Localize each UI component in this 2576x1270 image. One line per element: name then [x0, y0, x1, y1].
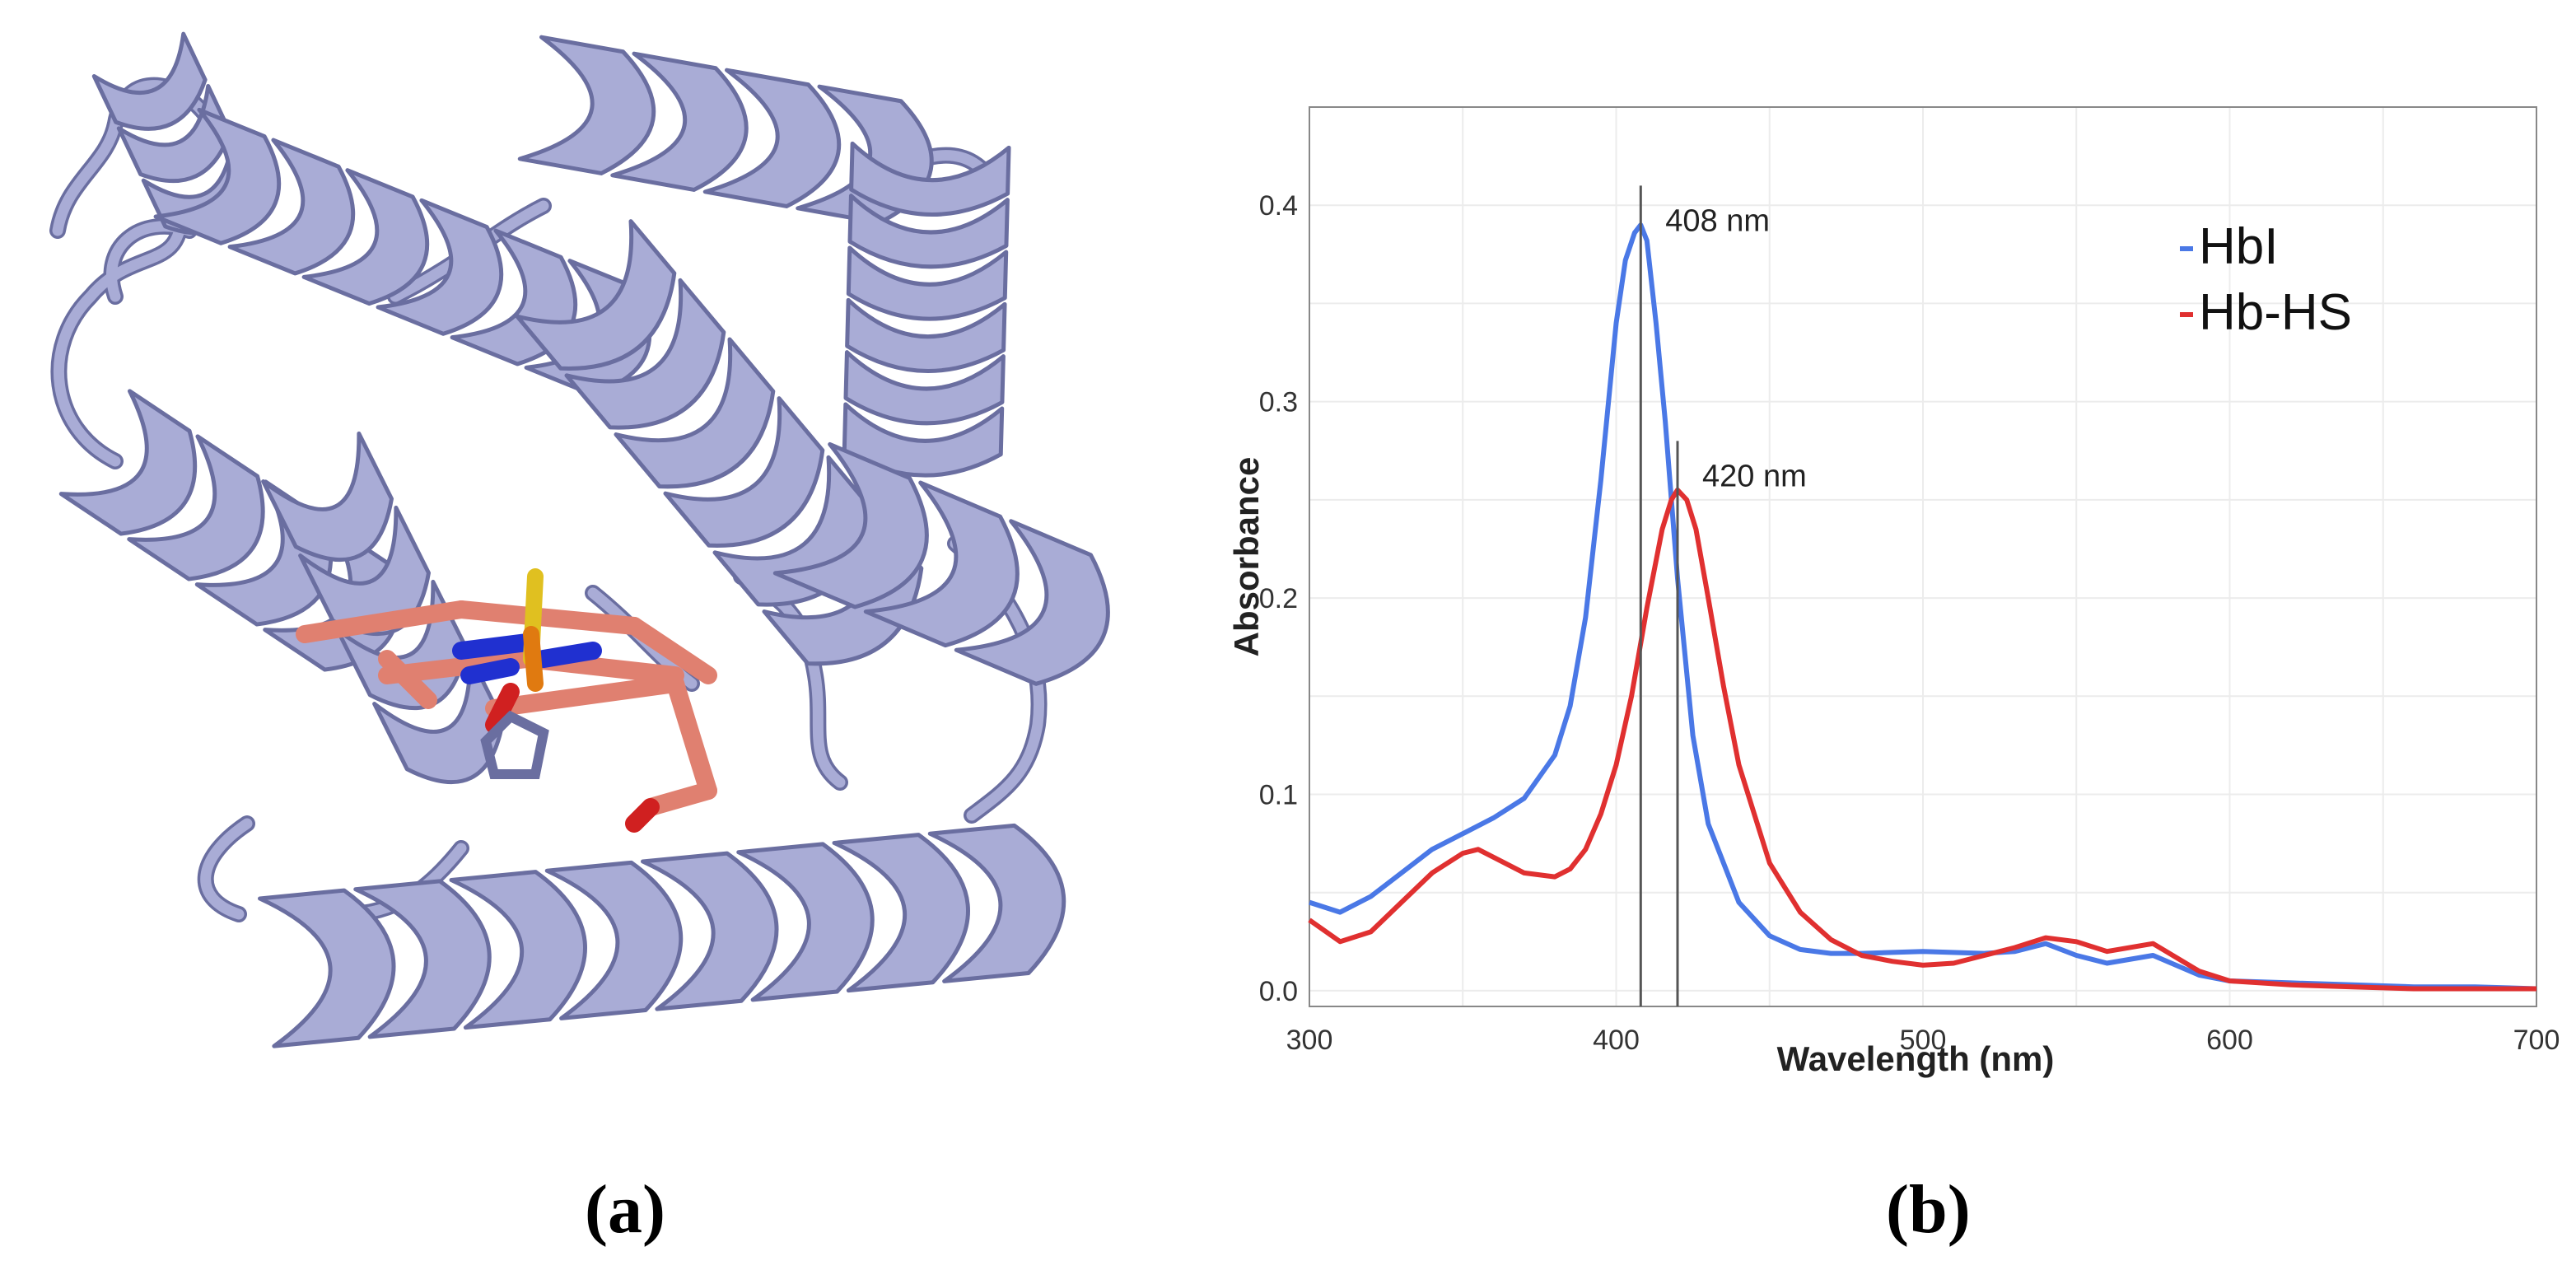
histidine-ring	[480, 710, 549, 779]
alpha-helix	[772, 441, 1110, 686]
helix-turn	[58, 389, 198, 536]
helix-turn	[91, 31, 208, 131]
helix-turn	[772, 441, 929, 609]
helix-turn	[863, 480, 1020, 648]
chart-legend: HbI Hb-HS	[2180, 218, 2352, 341]
peak-annotations: 408 nm 420 nm	[1639, 185, 1807, 1006]
x-tick-label: 500	[1900, 1025, 1947, 1056]
helix-turn	[663, 396, 825, 548]
helix-turn	[127, 434, 265, 581]
helix-turn	[702, 68, 842, 208]
plot-area-frame	[1309, 106, 2537, 1007]
series-line-hbi	[1309, 222, 2537, 992]
helix-turn	[298, 505, 431, 636]
peak-label: 408 nm	[1665, 203, 1770, 238]
y-axis-label: Absorbance	[1227, 457, 1266, 657]
helix-turn	[258, 888, 396, 1048]
helix-turn	[849, 141, 1011, 217]
y-tick-label: 0.4	[1259, 190, 1298, 222]
panel-label-b: (b)	[1886, 1171, 1971, 1248]
helix-turn	[116, 83, 232, 184]
heme-bond	[452, 600, 643, 635]
protein-structure-image	[49, 31, 1110, 1048]
helix-turn	[641, 851, 779, 1011]
y-tick-label: 0.1	[1259, 779, 1298, 810]
heme-bond	[625, 798, 660, 833]
helix-turn	[376, 198, 504, 336]
alpha-helix	[842, 141, 1011, 478]
heme-bond	[452, 633, 536, 660]
panel-label-a: (a)	[585, 1171, 665, 1248]
helix-turn	[954, 519, 1110, 686]
helix-turn	[353, 879, 492, 1039]
helix-turn	[736, 842, 875, 1002]
protein-ribbon-cartoon	[49, 31, 1110, 1048]
x-axis-label: Wavelength (nm)	[1777, 1039, 2055, 1078]
heme-bond	[460, 658, 520, 684]
helix-turn	[564, 278, 726, 430]
chart-grid	[1309, 106, 2537, 1006]
legend-entry: HbI	[2199, 218, 2278, 275]
helix-turn	[847, 194, 1010, 269]
coil-loop-highlight	[53, 208, 187, 467]
helix-turn	[614, 337, 776, 489]
y-tick-label: 0.0	[1259, 976, 1298, 1007]
data-series	[1308, 222, 2537, 992]
heme-bond	[625, 617, 717, 684]
iron-center	[523, 626, 544, 692]
helix-turn	[517, 35, 656, 175]
helix-turn	[846, 245, 1009, 321]
helix-turn	[845, 297, 1007, 373]
heme-bond	[642, 782, 717, 816]
series-line-hb-hs	[1308, 487, 2536, 992]
heme-bond	[534, 642, 602, 668]
x-tick-label: 400	[1593, 1025, 1640, 1056]
x-tick-label: 700	[2513, 1025, 2560, 1056]
heme-bond	[666, 675, 717, 800]
helix-turn	[515, 219, 677, 371]
coil-loop-highlight	[200, 818, 253, 920]
helix-turn	[843, 350, 1006, 426]
heme-bond	[485, 675, 684, 717]
helix-turn	[153, 107, 282, 245]
helix-turn	[301, 168, 430, 306]
helix-turn	[927, 823, 1066, 983]
helix-turn	[449, 870, 587, 1030]
y-tick-label: 0.3	[1259, 387, 1298, 418]
x-tick-label: 600	[2206, 1025, 2253, 1056]
heme-bond	[296, 600, 470, 643]
heme-bond	[485, 683, 520, 734]
helix-turn	[227, 138, 356, 276]
coil-loop-highlight	[735, 571, 846, 788]
axis-ticks: 300 400 500 600 700 0.0 0.1 0.2 0.3 0.4	[1259, 190, 2560, 1056]
heme-bond	[378, 650, 437, 709]
helix-turn	[261, 431, 394, 562]
x-tick-label: 300	[1286, 1025, 1333, 1056]
y-tick-label: 0.2	[1259, 583, 1298, 614]
alpha-helix	[258, 823, 1066, 1048]
helix-turn	[610, 51, 749, 192]
heme-group-sticks	[296, 568, 717, 833]
peak-label: 420 nm	[1702, 459, 1807, 493]
absorbance-spectrum-chart: 408 nm 420 nm 300 400 500 600 700 0.0 0.1 0.2 0.3…	[1227, 106, 2560, 1078]
helix-turn	[544, 860, 684, 1020]
helix-turn	[832, 833, 970, 993]
legend-entry: Hb-HS	[2199, 284, 2352, 341]
